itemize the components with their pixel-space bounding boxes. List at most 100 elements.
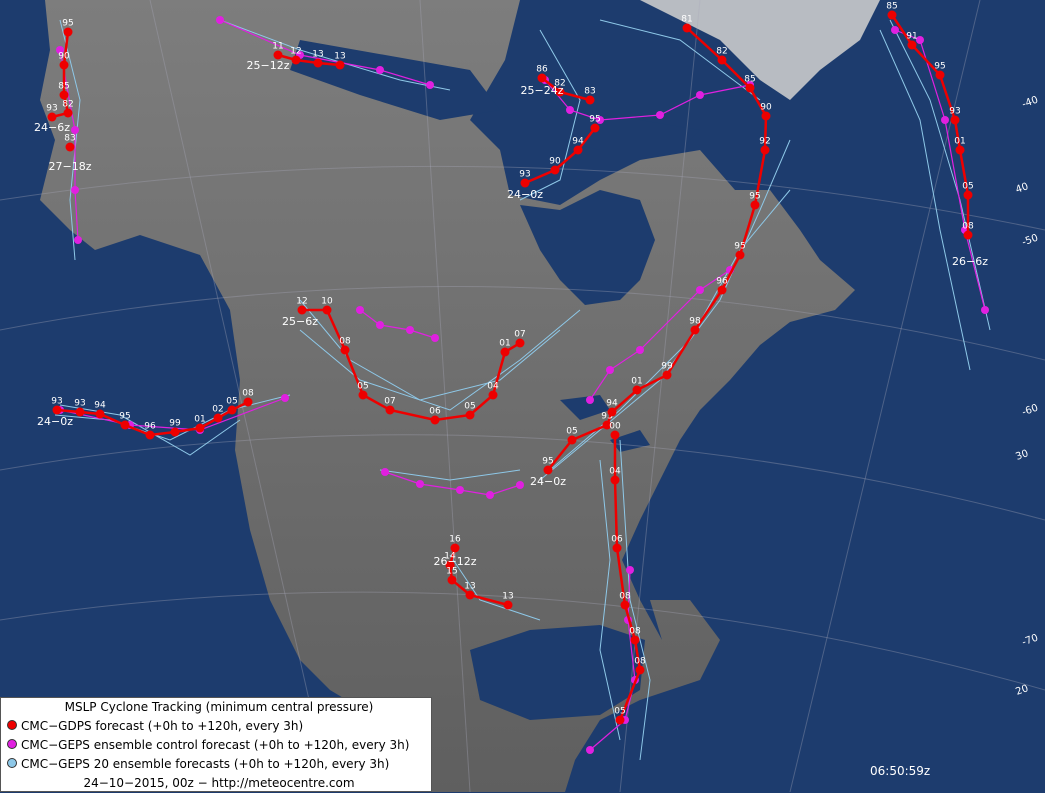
point-label: 85 (886, 2, 897, 12)
gdps-track (302, 308, 521, 422)
gdps-track (277, 53, 341, 67)
legend-item: CMC−GEPS ensemble control forecast (+0h … (1, 736, 431, 755)
gdps-point (760, 145, 770, 155)
point-label: 15 (446, 567, 457, 577)
point-label: 86 (536, 65, 548, 75)
gdps-point (340, 345, 350, 355)
gdps-point (632, 385, 642, 395)
point-label: 01 (954, 137, 965, 147)
gdps-point (447, 575, 457, 585)
gdps-point (273, 50, 283, 60)
legend: MSLP Cyclone Tracking (minimum central p… (0, 697, 432, 792)
legend-footer: 24−10−2015, 00z − http://meteocentre.com (83, 776, 355, 790)
point-label: 83 (64, 134, 75, 144)
gdps-point (488, 390, 498, 400)
graticule-line (0, 165, 1045, 231)
gdps-point (662, 370, 672, 380)
control-point (596, 116, 604, 124)
control-point (431, 334, 439, 342)
land (40, 0, 855, 792)
point-label: 90 (760, 103, 772, 113)
ensemble-track (519, 29, 581, 201)
point-label: 93 (601, 412, 612, 422)
point-label: 06 (611, 535, 623, 545)
track-label: 24−0z (507, 188, 543, 201)
control-point (981, 306, 989, 314)
point-label: 99 (661, 362, 673, 372)
gdps-point (145, 430, 155, 440)
control-point (696, 286, 704, 294)
graticule-line (0, 591, 1045, 691)
point-label: 05 (464, 402, 475, 412)
point-label: 04 (487, 382, 499, 392)
great-lakes (560, 395, 650, 452)
gdps-point (955, 145, 965, 155)
graticule-line (149, 0, 331, 792)
point-label: 10 (321, 297, 333, 307)
control-point (74, 236, 82, 244)
point-label: 13 (502, 592, 513, 602)
legend-swatch (7, 758, 17, 768)
gdps-point (717, 55, 727, 65)
gdps-point (59, 60, 69, 70)
ensemble-track (599, 19, 761, 101)
ensemble-track (599, 459, 621, 741)
point-label: 96 (144, 422, 156, 432)
gdps-point (75, 407, 85, 417)
gdps-point (567, 435, 577, 445)
point-label: 93 (519, 170, 530, 180)
point-label: 11 (272, 42, 283, 52)
point-label: 08 (962, 222, 974, 232)
control-point (916, 36, 924, 44)
graticule-line (0, 434, 1045, 521)
gdps-point (573, 145, 583, 155)
graticule-line (619, 0, 701, 792)
gdps-point (59, 90, 69, 100)
gdps-point (335, 60, 345, 70)
ensemble-track (619, 439, 651, 761)
gdps-point (585, 95, 595, 105)
point-label: 13 (312, 50, 323, 60)
point-label: 14 (444, 552, 456, 562)
control-track (359, 309, 436, 339)
point-label: 13 (334, 52, 345, 62)
ensemble-track (379, 469, 521, 481)
gdps-point (500, 347, 510, 357)
gdps-point (630, 635, 640, 645)
legend-label: CMC−GEPS ensemble control forecast (+0h … (21, 738, 410, 752)
gdps-point (950, 115, 960, 125)
point-label: 12 (296, 297, 307, 307)
track-label: 25−24z (521, 84, 564, 97)
gdps-point (543, 465, 553, 475)
gdps-point (717, 285, 727, 295)
point-label: 05 (614, 707, 625, 717)
gdps-point (610, 430, 620, 440)
legend-item: CMC−GDPS forecast (+0h to +120h, every 3… (1, 717, 431, 736)
legend-label: CMC−GEPS 20 ensemble forecasts (+0h to +… (21, 757, 390, 771)
point-label: 01 (194, 415, 205, 425)
point-label: 95 (749, 192, 760, 202)
control-point (71, 126, 79, 134)
gdps-point (555, 87, 565, 97)
gdps-point (690, 325, 700, 335)
point-label: 01 (499, 339, 510, 349)
point-label: 93 (46, 104, 57, 114)
point-label: 94 (606, 399, 618, 409)
point-label: 95 (542, 457, 553, 467)
gdps-point (322, 305, 332, 315)
graticule-labels: -40 40 -50 -60 30 -70 20 (1014, 95, 1039, 698)
point-label: 06 (429, 407, 441, 417)
graticule-line (0, 286, 1045, 361)
control-point (281, 394, 289, 402)
control-point (376, 321, 384, 329)
legend-title: MSLP Cyclone Tracking (minimum central p… (64, 700, 374, 714)
gdps-point (935, 70, 945, 80)
point-label: 08 (634, 657, 646, 667)
point-label: 95 (589, 115, 600, 125)
point-label: 01 (631, 377, 642, 387)
point-label: 98 (689, 317, 701, 327)
control-point (406, 326, 414, 334)
ensemble-track (449, 554, 541, 621)
gdps-point (291, 55, 301, 65)
